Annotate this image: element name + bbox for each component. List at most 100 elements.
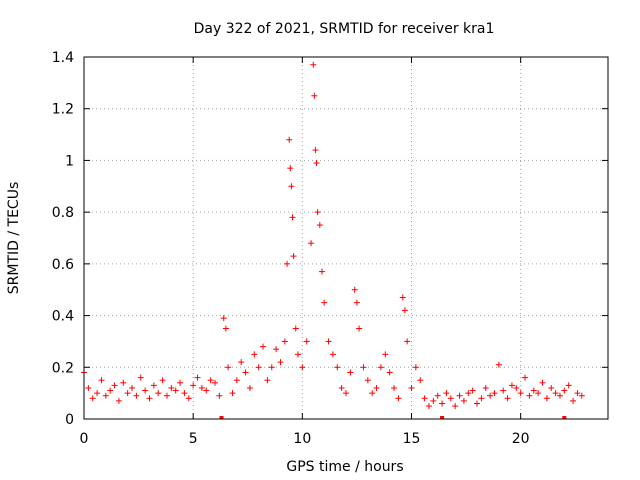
data-point xyxy=(321,299,328,306)
data-point xyxy=(277,359,284,366)
data-point xyxy=(578,392,585,399)
data-point xyxy=(338,384,345,391)
data-point xyxy=(404,338,411,345)
data-point xyxy=(565,382,572,389)
data-point xyxy=(155,390,162,397)
data-point xyxy=(399,294,406,301)
data-point xyxy=(401,307,408,314)
data-point xyxy=(504,395,511,402)
data-point xyxy=(229,390,236,397)
x-tick-label: 0 xyxy=(80,431,89,447)
data-point xyxy=(439,400,446,407)
data-point xyxy=(465,390,472,397)
data-point xyxy=(412,364,419,371)
data-point xyxy=(364,377,371,384)
data-point xyxy=(478,395,485,402)
data-point xyxy=(194,374,201,381)
data-point xyxy=(163,392,170,399)
data-point xyxy=(216,392,223,399)
data-point xyxy=(425,403,432,410)
data-point xyxy=(198,384,205,391)
data-point xyxy=(329,351,336,358)
data-point xyxy=(443,390,450,397)
data-point xyxy=(264,377,271,384)
data-point xyxy=(102,392,109,399)
chart-title: Day 322 of 2021, SRMTID for receiver kra… xyxy=(194,21,495,37)
data-point xyxy=(288,183,295,190)
grid-lines xyxy=(84,57,608,419)
data-point xyxy=(325,338,332,345)
data-point xyxy=(347,369,354,376)
data-point xyxy=(168,384,175,391)
data-point xyxy=(238,359,245,366)
data-point xyxy=(360,364,367,371)
data-point xyxy=(172,387,179,394)
data-point xyxy=(292,325,299,332)
data-point xyxy=(242,369,249,376)
y-tick-label: 0 xyxy=(65,412,74,428)
data-point xyxy=(233,377,240,384)
data-point xyxy=(268,364,275,371)
data-point xyxy=(289,214,296,221)
data-point xyxy=(318,268,325,275)
data-point xyxy=(310,61,317,68)
data-point xyxy=(395,395,402,402)
data-point xyxy=(447,395,454,402)
data-point xyxy=(417,377,424,384)
data-point xyxy=(177,379,184,386)
data-point xyxy=(251,351,258,358)
data-point xyxy=(255,364,262,371)
data-point xyxy=(308,240,315,247)
data-point xyxy=(373,384,380,391)
data-point xyxy=(522,374,529,381)
data-point xyxy=(312,147,319,154)
data-point xyxy=(456,392,463,399)
y-tick-label: 1.2 xyxy=(52,102,74,118)
data-point xyxy=(137,374,144,381)
data-point xyxy=(543,395,550,402)
data-point xyxy=(281,338,288,345)
data-point xyxy=(303,338,310,345)
data-point xyxy=(311,92,318,99)
data-point xyxy=(246,384,253,391)
data-point xyxy=(120,379,127,386)
data-point xyxy=(474,400,480,407)
x-axis-label: GPS time / hours xyxy=(286,459,403,475)
data-point xyxy=(316,222,323,229)
data-point xyxy=(98,377,105,384)
data-point xyxy=(207,377,214,384)
data-point xyxy=(517,390,524,397)
data-point xyxy=(421,395,428,402)
y-tick-label: 0.6 xyxy=(52,257,74,273)
x-tick-label: 5 xyxy=(189,431,198,447)
data-point xyxy=(391,384,398,391)
y-tick-label: 1 xyxy=(65,153,74,169)
data-point xyxy=(556,392,563,399)
data-point xyxy=(495,361,502,368)
data-point xyxy=(299,364,306,371)
y-tick-label: 0.4 xyxy=(52,309,74,325)
data-point xyxy=(159,377,166,384)
x-axis-ticks: 0 5 10 15 20 xyxy=(80,57,530,447)
data-point xyxy=(150,382,157,389)
data-point xyxy=(351,286,358,293)
data-point xyxy=(222,325,229,332)
data-point xyxy=(94,390,101,397)
y-tick-label: 0.2 xyxy=(52,360,74,376)
data-point xyxy=(539,379,546,386)
data-point xyxy=(570,397,577,404)
data-point xyxy=(146,395,153,402)
data-point xyxy=(284,260,291,267)
data-point xyxy=(460,397,467,404)
data-point xyxy=(225,364,232,371)
data-point xyxy=(111,382,118,389)
data-point xyxy=(314,209,321,216)
data-point xyxy=(482,384,489,391)
data-point xyxy=(491,390,498,397)
data-point xyxy=(334,364,341,371)
data-point xyxy=(526,392,533,399)
data-point xyxy=(548,384,555,391)
baseline-marker xyxy=(440,416,445,419)
data-point xyxy=(469,387,476,394)
